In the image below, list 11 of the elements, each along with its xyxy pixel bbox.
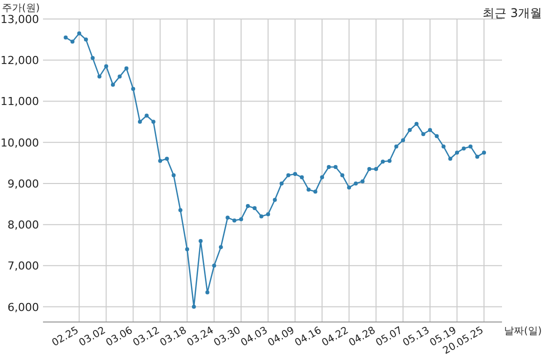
y-tick-label: 10,000 (0, 136, 39, 150)
y-tick-label: 7,000 (8, 260, 39, 273)
text: 최근 3개월 (482, 6, 542, 20)
y-tick-label: 9,000 (8, 177, 39, 190)
y-tick-label: 6,000 (8, 300, 39, 314)
y-tick-label: 13,000 (0, 13, 39, 26)
y-tick-label: 12,000 (0, 54, 39, 68)
y-tick-label: 8,000 (8, 218, 39, 232)
y-tick-label: 11,000 (0, 95, 39, 108)
y-axis-title: 주가(원) (2, 3, 40, 14)
x-axis-title: 날짜(일) (504, 326, 542, 337)
